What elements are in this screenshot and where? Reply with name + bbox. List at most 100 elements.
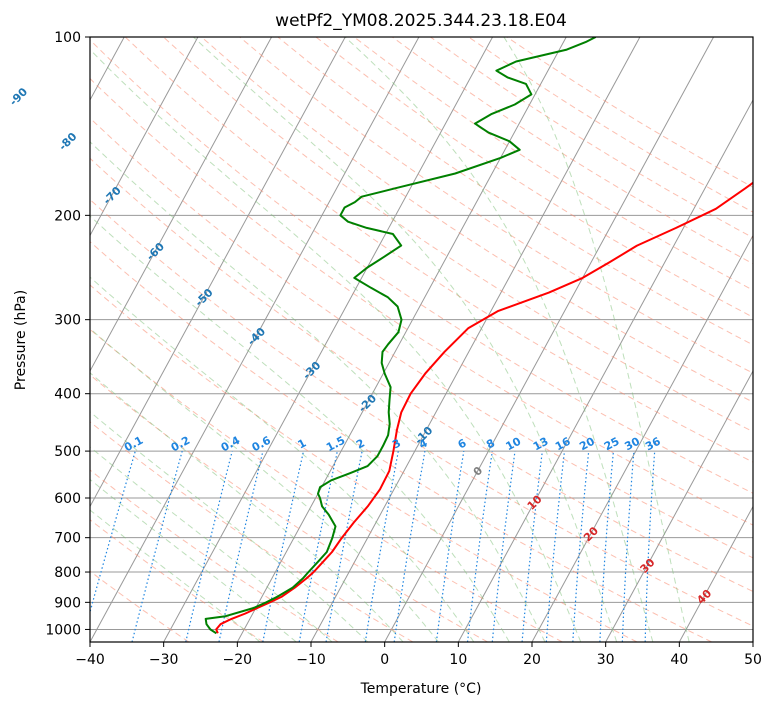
- x-tick-label: 30: [597, 652, 615, 668]
- temperature-line: [215, 181, 753, 634]
- moist-adiabat: [90, 48, 582, 642]
- mixing-ratio-line: [435, 451, 465, 642]
- dry-adiabat: [163, 37, 753, 433]
- mixing-ratio-label: 2: [354, 436, 367, 451]
- isotherm-label: 20: [581, 524, 601, 544]
- y-tick-label: 900: [54, 595, 81, 611]
- isotherm-label: -20: [356, 392, 379, 415]
- dry-adiabat: [392, 37, 753, 265]
- dry-adiabat: [90, 198, 753, 627]
- mixing-ratio-label: 16: [553, 435, 573, 454]
- mixing-ratio-line: [521, 451, 543, 642]
- dry-adiabat: [90, 421, 414, 642]
- dry-adiabat: [90, 469, 339, 642]
- isotherm-gridline: [752, 640, 753, 642]
- isotherm-label: -70: [101, 184, 124, 207]
- isotherm-gridline: [605, 369, 753, 642]
- mixing-ratio-line: [393, 450, 426, 642]
- plot-frame: [89, 36, 754, 643]
- moist-adiabat: [90, 411, 369, 642]
- mixing-ratio-line: [131, 450, 183, 642]
- chart-title: wetPf2_YM08.2025.344.23.18.E04: [275, 11, 567, 31]
- dry-adiabat: [124, 37, 753, 463]
- isotherm-gridline: [90, 37, 420, 642]
- mixing-ratio-label: 3: [390, 436, 403, 451]
- isotherm-gridline: [90, 37, 199, 237]
- isotherm-gridline: [90, 37, 346, 508]
- y-tick-label: 500: [54, 444, 81, 460]
- dry-adiabat: [90, 77, 753, 526]
- x-tick-label: −40: [75, 652, 105, 668]
- y-tick-label: 300: [54, 313, 81, 329]
- dry-adiabat: [90, 157, 753, 593]
- mixing-ratio-line: [545, 451, 566, 642]
- isotherm-gridline: [531, 234, 753, 642]
- axes: −40 −30 −20 −10 0 10 20 30 40 5010020030040050060…: [45, 30, 762, 668]
- mixing-ratio-line: [218, 450, 264, 642]
- mixing-ratio-label: 13: [531, 435, 551, 454]
- mixing-ratio-line: [466, 451, 493, 642]
- isotherm-gridline: [678, 505, 753, 642]
- y-axis-label: Pressure (hPa): [13, 290, 29, 390]
- isotherm-gridline: [384, 37, 715, 642]
- moist-adiabat: [193, 37, 618, 642]
- isotherm-label: 40: [694, 587, 714, 607]
- isotherm-label: 30: [638, 556, 658, 576]
- y-tick-label: 100: [54, 30, 81, 46]
- mixing-ratio-line: [491, 451, 516, 642]
- isotherm-label: -40: [245, 325, 268, 348]
- x-tick-label: 0: [380, 652, 389, 668]
- dry-adiabat: [90, 39, 753, 494]
- isotherm-gridline: [457, 98, 753, 642]
- moist-adiabat: [90, 327, 439, 642]
- dry-adiabat: [506, 37, 753, 188]
- x-tick-label: 50: [744, 652, 762, 668]
- y-tick-label: 1000: [45, 622, 81, 638]
- mixing-ratio-line: [262, 450, 305, 642]
- x-tick-label: −30: [149, 652, 179, 668]
- dry-adiabat: [90, 117, 753, 559]
- moist-adiabat: [90, 215, 510, 642]
- dry-adiabat: [90, 570, 190, 642]
- isotherm-label: -10: [412, 424, 435, 447]
- moist-adiabat: [90, 446, 333, 642]
- mixing-ratio-label: 36: [643, 435, 663, 454]
- isotherm-label: -50: [192, 286, 215, 309]
- moist-adiabat: [90, 478, 297, 642]
- x-tick-label: −20: [223, 652, 253, 668]
- dry-adiabat: [90, 284, 638, 642]
- x-tick-label: 10: [449, 652, 467, 668]
- x-tick-label: 40: [670, 652, 688, 668]
- dry-adiabat: [90, 328, 563, 642]
- mixing-ratio-label: 20: [577, 435, 597, 454]
- dry-adiabat: [90, 374, 488, 642]
- mixing-ratio-label: 6: [456, 436, 469, 451]
- dry-adiabat: [353, 37, 753, 291]
- isotherm-gridline: [90, 37, 273, 373]
- mixing-ratio-label: 25: [602, 435, 622, 454]
- moist-adiabat: [503, 37, 690, 642]
- isotherm-label: 0: [471, 464, 486, 479]
- y-tick-label: 700: [54, 531, 81, 547]
- y-tick-label: 200: [54, 208, 81, 224]
- isotherm-label: -30: [300, 359, 323, 382]
- isotherm-label: -60: [144, 240, 167, 263]
- moist-adiabat: [90, 509, 261, 642]
- isotherm-label: -90: [7, 85, 30, 108]
- dry-adiabat: [201, 37, 753, 403]
- line-labels: 0.10.20.40.611.52346810131620253036-100-…: [7, 85, 715, 607]
- mixing-ratio-label: 10: [504, 435, 524, 454]
- sounding-profiles: [204, 37, 753, 635]
- dry-adiabat: [277, 37, 753, 346]
- y-tick-label: 400: [54, 387, 81, 403]
- mixing-ratio-label: 30: [622, 435, 642, 454]
- mixing-ratio-line: [90, 450, 136, 615]
- dry-adiabat: [90, 519, 264, 642]
- x-tick-label: 20: [523, 652, 541, 668]
- isotherm-gridline: [163, 37, 494, 642]
- isotherm-label: -80: [56, 130, 79, 153]
- mixing-ratio-line: [185, 450, 233, 642]
- dry-adiabat: [315, 37, 753, 318]
- dry-adiabat: [90, 241, 712, 642]
